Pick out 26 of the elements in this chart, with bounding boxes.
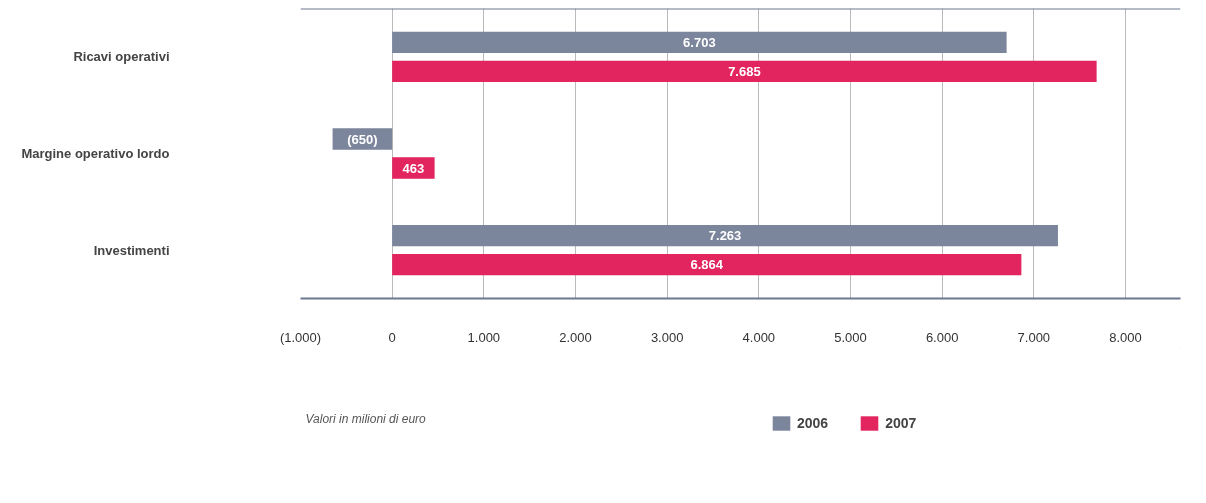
legend-label: 2007 bbox=[885, 415, 917, 431]
x-tick-label: 2.000 bbox=[559, 329, 592, 345]
data-label: 6.703 bbox=[683, 34, 716, 50]
bar bbox=[392, 60, 1097, 82]
y-tick-label: Investimenti bbox=[93, 242, 170, 258]
data-label: 7.263 bbox=[708, 228, 742, 244]
bar bbox=[392, 254, 1022, 276]
bar bbox=[392, 225, 1058, 247]
x-tick-label: 3.000 bbox=[650, 329, 684, 345]
x-tick-label: 6.000 bbox=[925, 329, 959, 345]
y-tick-label: Ricavi operativi bbox=[73, 49, 170, 65]
data-label: 6.864 bbox=[690, 257, 724, 273]
data-label: 463 bbox=[402, 160, 425, 176]
data-label: 7.685 bbox=[728, 63, 761, 79]
bar bbox=[392, 31, 1007, 53]
x-tick-label: 7.000 bbox=[1017, 329, 1051, 345]
text: Valori in milioni di euro bbox=[305, 411, 427, 426]
legend-label: 2006 bbox=[797, 415, 829, 431]
x-tick-label: (1.000) bbox=[279, 329, 322, 345]
data-label: (650) bbox=[347, 131, 378, 147]
x-tick-label: 5.000 bbox=[834, 329, 867, 345]
y-tick-label: Margine operativo lordo bbox=[21, 146, 170, 161]
x-tick-label: 0 bbox=[388, 329, 396, 345]
x-tick-label: 1.000 bbox=[467, 329, 501, 345]
x-tick-label: 4.000 bbox=[742, 329, 776, 345]
x-tick-label: 8.000 bbox=[1109, 329, 1142, 345]
